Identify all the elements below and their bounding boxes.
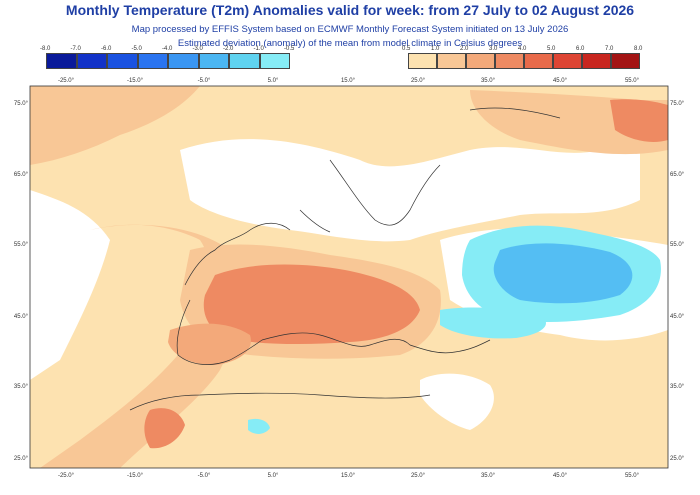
axis-tick-label: -5.0° — [198, 473, 211, 479]
colorbar-swatch — [76, 53, 107, 69]
axis-tick-label: 65.0° — [670, 172, 685, 178]
colorbar-swatch — [408, 53, 437, 69]
axis-tick-label: -15.0° — [127, 473, 144, 479]
axis-tick-label: 75.0° — [670, 101, 685, 107]
colorbar-swatch — [259, 53, 290, 69]
colorbar-tick-label: -5.0 — [131, 46, 142, 52]
map-subtitle-units: Estimated deviation (anomaly) of the mea… — [177, 38, 523, 49]
anomaly-area-strong-warm-iberia — [168, 323, 251, 365]
colorbar-swatch — [524, 53, 553, 69]
anomaly-area-medium-warm-atlantic — [30, 86, 200, 165]
colorbar-swatch — [229, 53, 260, 69]
colorbar-swatch — [553, 53, 582, 69]
colorbar-swatch — [611, 53, 640, 69]
map-frame — [29, 85, 669, 469]
anomaly-area-strong-warm-central-europe — [203, 264, 420, 345]
axis-tick-label: 25.0° — [670, 456, 685, 462]
axis-tick-label: 15.0° — [341, 473, 356, 479]
axis-labels: -25.0° -15.0° -5.0° 5.0° 15.0° 25.0° 35.0° 45.0… — [14, 78, 685, 479]
anomaly-area-neutral-north — [180, 139, 640, 242]
colorbar-tick-label: -3.0 — [192, 46, 203, 52]
colorbar-swatch — [168, 53, 199, 69]
colorbar-swatch — [137, 53, 168, 69]
anomaly-area-neutral-mideast — [420, 373, 494, 430]
colorbar-tick-label: -0.5 — [284, 46, 295, 52]
axis-tick-label: 55.0° — [670, 242, 685, 248]
anomaly-area-cool-sahara — [248, 418, 270, 434]
map-subtitle-processing: Map processed by EFFIS System based on E… — [131, 24, 569, 35]
colorbar-swatch — [198, 53, 229, 69]
colorbar-tick-label: 7.0 — [605, 46, 614, 52]
axis-tick-label: 25.0° — [411, 473, 426, 479]
axis-tick-label: -5.0° — [198, 78, 211, 84]
colorbar-tick-label: 8.0 — [634, 46, 643, 52]
colorbar-tick-label: 0.5 — [402, 46, 411, 52]
axis-tick-label: 55.0° — [14, 242, 29, 248]
colorbar-tick-label: 2.0 — [460, 46, 469, 52]
axis-tick-label: 5.0° — [268, 78, 279, 84]
axis-tick-label: 35.0° — [670, 384, 685, 390]
anomaly-area-strong-warm-africa — [144, 408, 185, 449]
colorbar-swatch — [582, 53, 611, 69]
axis-tick-label: 35.0° — [481, 78, 496, 84]
axis-tick-label: -15.0° — [127, 78, 144, 84]
colorbar-swatch — [466, 53, 495, 69]
anomaly-area-cool-turkey — [440, 307, 546, 339]
colorbar-tick-label: -6.0 — [101, 46, 112, 52]
axis-tick-label: 45.0° — [553, 78, 568, 84]
axis-tick-label: 35.0° — [481, 473, 496, 479]
colorbar-swatch — [437, 53, 466, 69]
colorbar-tick-label: 4.0 — [518, 46, 527, 52]
axis-tick-label: 45.0° — [14, 314, 29, 320]
colorbar-tick-label: 6.0 — [576, 46, 585, 52]
coastlines — [129, 107, 561, 411]
colorbar-tick-label: -8.0 — [40, 46, 51, 52]
axis-tick-label: 5.0° — [268, 473, 279, 479]
colorbar-swatch — [46, 53, 77, 69]
colorbar-tick-label: 1.0 — [431, 46, 440, 52]
axis-tick-label: 25.0° — [411, 78, 426, 84]
colorbar-tick-label: -7.0 — [70, 46, 81, 52]
colorbar-tick-label: 5.0 — [547, 46, 556, 52]
axis-tick-label: -25.0° — [58, 78, 75, 84]
axis-tick-label: 25.0° — [14, 456, 29, 462]
colorbar-positive — [408, 53, 640, 69]
axis-tick-label: 15.0° — [341, 78, 356, 84]
anomaly-area-neutral-atlantic — [30, 190, 110, 380]
colorbar-tick-label: -4.0 — [162, 46, 173, 52]
axis-tick-label: 55.0° — [625, 78, 640, 84]
colorbar-tick-label: -1.0 — [253, 46, 264, 52]
axis-tick-label: 45.0° — [670, 314, 685, 320]
anomaly-area-strong-warm-arctic — [610, 99, 668, 142]
axis-tick-label: 55.0° — [625, 473, 640, 479]
colorbar-negative — [46, 53, 290, 69]
map-title: Monthly Temperature (T2m) Anomalies vali… — [65, 2, 635, 18]
axis-tick-label: 65.0° — [14, 172, 29, 178]
axis-tick-label: 75.0° — [14, 101, 29, 107]
colorbar-tick-label: -2.0 — [223, 46, 234, 52]
anomaly-area-cool-core — [493, 243, 633, 304]
axis-tick-label: -25.0° — [58, 473, 75, 479]
colorbar-swatch — [107, 53, 138, 69]
colorbar-swatch — [495, 53, 524, 69]
axis-tick-label: 35.0° — [14, 384, 29, 390]
colorbar-tick-label: 3.0 — [489, 46, 498, 52]
axis-tick-label: 45.0° — [553, 473, 568, 479]
